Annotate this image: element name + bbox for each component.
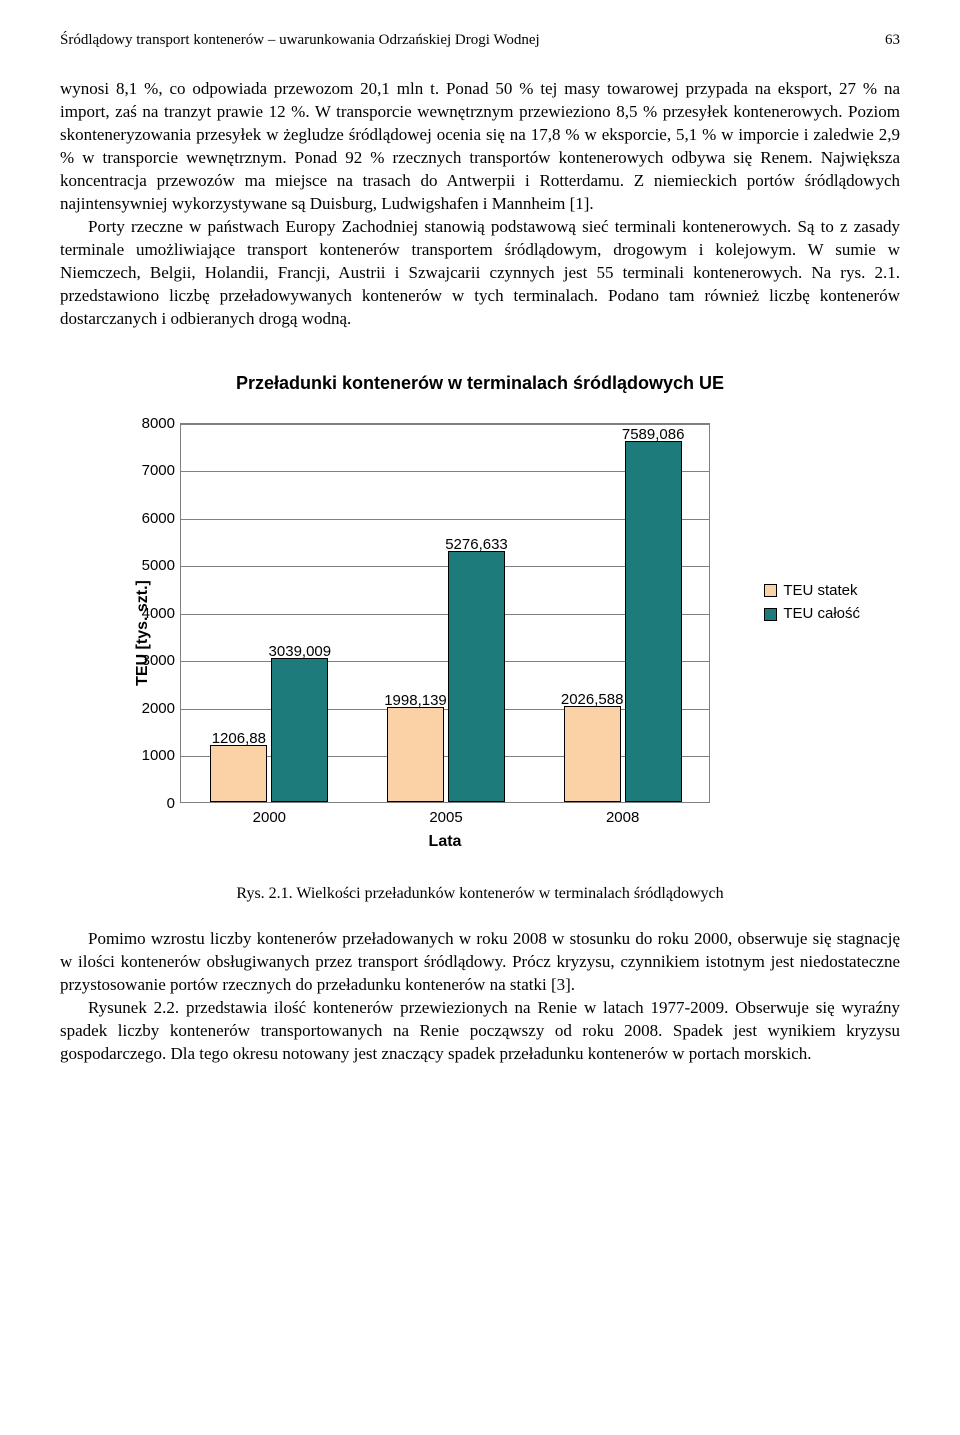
running-header: Śródlądowy transport kontenerów – uwarun… [60,30,900,50]
x-axis-label: Lata [180,831,710,853]
plot-inner: 0100020003000400050006000700080002000120… [180,423,710,803]
bar [210,745,267,802]
legend-swatch [764,584,777,597]
paragraph-4: Rysunek 2.2. przedstawia ilość konteneró… [60,997,900,1066]
y-tick-label: 2000 [131,699,181,719]
bar [625,441,682,801]
y-tick-label: 1000 [131,746,181,766]
bar [448,551,505,802]
chart-title: Przeładunki kontenerów w terminalach śró… [60,371,900,395]
chart-legend: TEU statek TEU całość [764,578,860,628]
legend-item: TEU statek [764,581,860,601]
legend-item: TEU całość [764,604,860,624]
x-tick-label: 2000 [229,802,309,828]
bar-value-label: 3039,009 [269,642,332,662]
y-tick-label: 5000 [131,556,181,576]
bar-value-label: 5276,633 [445,535,508,555]
bar-value-label: 1998,139 [384,691,447,711]
bar-value-label: 7589,086 [622,425,685,445]
paragraph-1: wynosi 8,1 %, co odpowiada przewozom 20,… [60,78,900,216]
bar-value-label: 1206,88 [212,729,266,749]
legend-label: TEU statek [783,581,857,601]
bar-value-label: 2026,588 [561,690,624,710]
bar [564,706,621,802]
legend-swatch [764,608,777,621]
bar-chart: TEU [tys. szt.] 010002000300040005000600… [100,413,860,853]
bar [271,658,328,802]
bar [387,707,444,802]
x-tick-label: 2008 [583,802,663,828]
y-tick-label: 0 [131,794,181,814]
page-number: 63 [885,30,900,50]
chart-plot-area: 0100020003000400050006000700080002000120… [180,423,710,803]
y-tick-label: 6000 [131,509,181,529]
y-tick-label: 3000 [131,651,181,671]
paragraph-2: Porty rzeczne w państwach Europy Zachodn… [60,216,900,331]
legend-label: TEU całość [783,604,860,624]
running-title: Śródlądowy transport kontenerów – uwarun… [60,30,540,50]
x-tick-label: 2005 [406,802,486,828]
y-tick-label: 4000 [131,604,181,624]
figure-caption: Rys. 2.1. Wielkości przeładunków kontene… [60,883,900,905]
paragraph-3: Pomimo wzrostu liczby kontenerów przeład… [60,928,900,997]
y-tick-label: 7000 [131,461,181,481]
y-tick-label: 8000 [131,414,181,434]
